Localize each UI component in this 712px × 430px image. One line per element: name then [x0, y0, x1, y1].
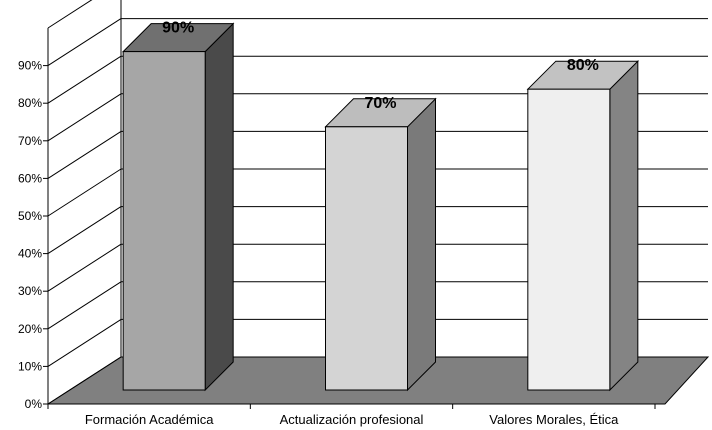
y-tick-label-8: 80%: [18, 96, 42, 110]
gridline-left-8: [47, 55, 122, 104]
data-label-2: 80%: [567, 57, 599, 74]
category-label-0: Formación Académica: [85, 412, 214, 427]
data-label-1: 70%: [364, 95, 396, 112]
category-label-2: Valores Morales, Ética: [489, 412, 619, 427]
gridline-left-4: [47, 206, 122, 255]
gridline-left-6: [47, 130, 122, 179]
data-label-0: 90%: [162, 20, 194, 37]
y-tick-label-1: 10%: [18, 359, 42, 373]
y-tick-label-6: 60%: [18, 171, 42, 185]
axes: 0% 10% 20% 30% 40% 50% 60% 70% 80% 90%: [18, 28, 665, 411]
bar-side-1: [407, 97, 436, 392]
gridline-left-top: [47, 0, 93, 29]
y-tick-label-3: 30%: [18, 284, 42, 298]
gridline-left-2: [47, 281, 122, 330]
y-tick-label-9: 90%: [18, 59, 42, 73]
gridline-left-1: [47, 318, 122, 367]
gridline-left-7: [47, 93, 122, 142]
bar-front-1: [325, 126, 408, 391]
y-tick-label-0: 0%: [25, 397, 43, 411]
y-tick-label-5: 50%: [18, 209, 42, 223]
back-wall-edge: [120, 0, 122, 357]
bar-front-0: [122, 51, 206, 391]
category-label-1: Actualización profesional: [280, 412, 424, 427]
gridline-left-0: [47, 356, 122, 405]
labels: 90% Formación Académica 70% Actualización p…: [85, 20, 619, 427]
gridline-left-9: [47, 18, 122, 67]
bar-front-2: [527, 88, 611, 391]
y-tick-label-2: 20%: [18, 322, 42, 336]
bar-side-2: [609, 59, 639, 392]
chart-walls: [120, 0, 122, 357]
y-tick-label-4: 40%: [18, 247, 42, 261]
bar-side-0: [204, 22, 234, 392]
bars: [121, 22, 640, 392]
gridline-left-3: [47, 243, 122, 292]
y-tick-label-7: 70%: [18, 134, 42, 148]
gridline-left-5: [47, 168, 122, 217]
